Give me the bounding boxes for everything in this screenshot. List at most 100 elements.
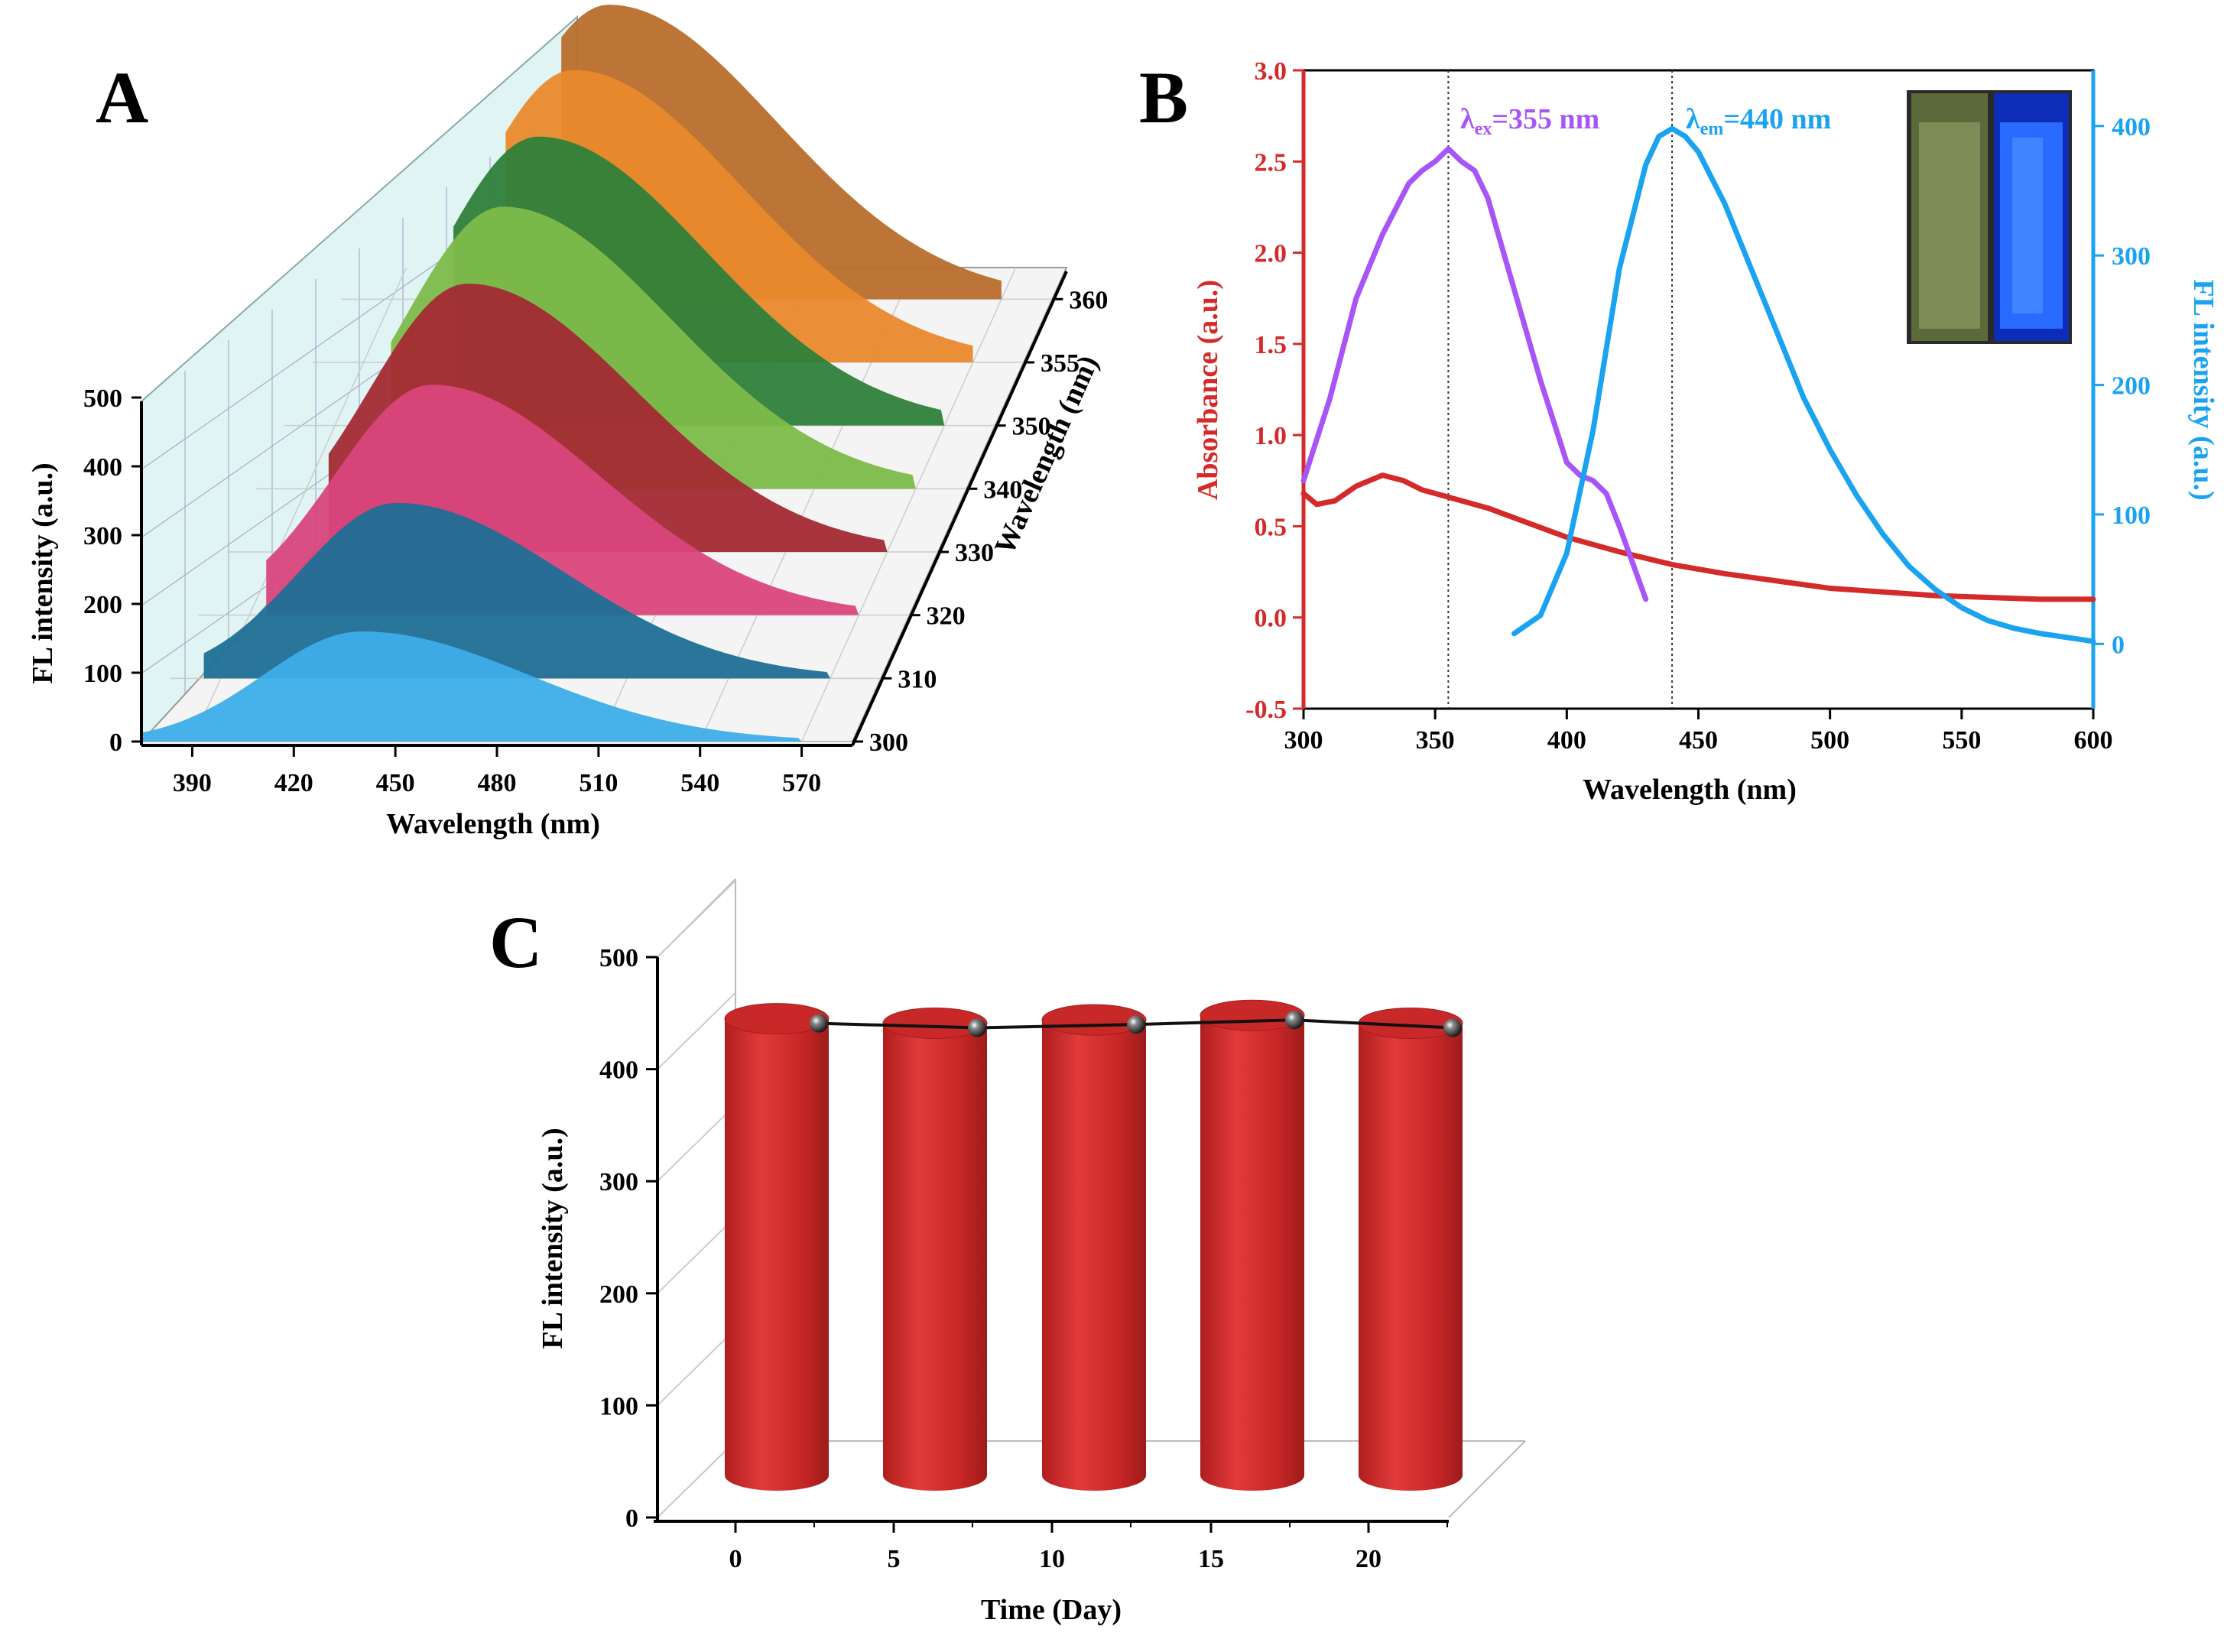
bar-body <box>883 1023 987 1491</box>
data-point-0 <box>810 1014 828 1033</box>
panel-a-z-ticks: 300 310 320 330 340 350 355 360 <box>852 286 1108 757</box>
y-tick-label: 300 <box>83 522 122 550</box>
panel-c-y-ticks: 0 100 200 300 400 500 <box>599 944 657 1533</box>
wall-grid-line <box>657 1440 736 1518</box>
y-tick-label: 100 <box>83 660 122 688</box>
y-tick-label: 1.0 <box>1255 422 1287 450</box>
panel-a: A 0 100 200 300 400 500 390 420 450 480 510 540 570… <box>27 5 1108 840</box>
bar-0 <box>724 1003 830 1491</box>
y-tick-label: 500 <box>83 385 122 413</box>
y-tick-label: 0.0 <box>1255 605 1287 633</box>
z-tick-label: 340 <box>983 475 1022 504</box>
y-tick-label: 1.5 <box>1255 331 1287 359</box>
x-tick-label: 570 <box>782 769 821 797</box>
bar-top <box>724 1003 830 1035</box>
x-tick-label: 600 <box>2074 726 2113 755</box>
x-tick-label: 0 <box>729 1545 742 1573</box>
panel-c-floor-right <box>1448 1440 1526 1518</box>
data-point-10 <box>1127 1015 1145 1034</box>
data-point-5 <box>968 1018 986 1037</box>
x-tick-label: 300 <box>1284 726 1323 755</box>
panel-b-inset-photo <box>1907 90 2072 344</box>
panel-b-y-title: Absorbance (a.u.) <box>1192 280 1224 500</box>
z-tick-label: 330 <box>955 539 994 567</box>
panel-a-spectra <box>141 5 1002 742</box>
spectrum-300 <box>141 631 802 742</box>
x-tick-label: 400 <box>1547 726 1586 755</box>
z-tick-label: 310 <box>898 665 937 693</box>
panel-a-y-ticks: 0 100 200 300 400 500 <box>83 385 141 757</box>
panel-c-bars <box>724 999 1463 1491</box>
x-tick-label: 350 <box>1416 726 1455 755</box>
x-tick-label: 450 <box>376 769 415 797</box>
series-absorbance <box>1300 472 2096 602</box>
wall-grid-line <box>657 880 736 958</box>
panel-c-x-ticks: 0 5 10 15 20 <box>729 1521 1448 1573</box>
data-point-15 <box>1285 1011 1304 1030</box>
wall-grid-line <box>657 992 736 1070</box>
z-tick-label: 320 <box>927 602 966 631</box>
bar-top <box>882 1007 988 1039</box>
y-tick-label: 2.5 <box>1255 148 1287 177</box>
panel-b: B 300 350 400 450 500 550 600 -0.5 0.0 0.5 1.0 1.5… <box>1139 57 2219 806</box>
y-tick-label: 100 <box>599 1392 638 1420</box>
panel-c-trend <box>810 1011 1462 1037</box>
cuvette-uv-glow <box>2012 138 2043 313</box>
y2-tick-label: 300 <box>2112 242 2151 271</box>
y-tick-label: 200 <box>599 1280 638 1309</box>
y-tick-label: 0 <box>625 1504 638 1533</box>
y-tick-label: 400 <box>599 1056 638 1085</box>
panel-a-y-title: FL intensity (a.u.) <box>27 462 59 683</box>
panel-b-x-title: Wavelength (nm) <box>1583 774 1797 806</box>
z-tick-label: 350 <box>1012 413 1051 441</box>
y-tick-label: 300 <box>599 1168 638 1196</box>
panel-b-x-ticks: 300 350 400 450 500 550 600 <box>1284 709 2113 755</box>
panel-b-y2-ticks: 0 100 200 300 400 <box>2093 113 2151 659</box>
floor-grid-line <box>800 267 1017 742</box>
z-tick-label: 300 <box>869 729 908 757</box>
bar-10 <box>1041 1004 1147 1491</box>
panel-c-y-title: FL intensity (a.u.) <box>537 1128 569 1349</box>
y2-tick-label: 0 <box>2112 631 2125 659</box>
y2-tick-label: 100 <box>2112 501 2151 530</box>
wall-grid-line <box>657 1328 736 1407</box>
panel-c-x-title: Time (Day) <box>981 1594 1122 1626</box>
x-tick-label: 15 <box>1198 1545 1224 1573</box>
bar-20 <box>1358 1007 1463 1491</box>
z-tick-label: 355 <box>1041 349 1080 378</box>
y-tick-label: -0.5 <box>1245 696 1287 724</box>
bar-body <box>1359 1023 1463 1491</box>
y-tick-label: 0 <box>109 729 122 757</box>
panel-c-wall-grid <box>657 880 736 1518</box>
bar-5 <box>882 1007 988 1491</box>
x-tick-label: 450 <box>1679 726 1718 755</box>
x-tick-label: 510 <box>579 769 618 797</box>
y-tick-label: 500 <box>599 944 638 972</box>
x-tick-label: 480 <box>478 769 517 797</box>
x-tick-label: 390 <box>173 769 212 797</box>
panel-b-guide-lines <box>1447 70 1674 709</box>
y-tick-label: 0.5 <box>1255 513 1287 541</box>
wall-grid-line <box>657 1216 736 1294</box>
series-emission <box>1511 125 2096 644</box>
x-tick-label: 550 <box>1942 726 1981 755</box>
panel-c-label: C <box>489 901 542 983</box>
x-tick-label: 20 <box>1356 1545 1381 1573</box>
panel-a-z-axis <box>851 271 1068 746</box>
cuvette-daylight-liquid <box>1919 122 1980 329</box>
panel-b-y-ticks: -0.5 0.0 0.5 1.0 1.5 2.0 2.5 3.0 <box>1245 57 1304 724</box>
x-tick-label: 540 <box>680 769 719 797</box>
panel-b-y2-title: FL intensity (a.u.) <box>2187 279 2219 500</box>
z-tick-label: 360 <box>1069 286 1108 314</box>
y2-tick-label: 400 <box>2112 113 2151 141</box>
x-tick-label: 10 <box>1039 1545 1065 1573</box>
y-tick-label: 400 <box>83 453 122 482</box>
annotation-excitation: λex=355 nm <box>1460 103 1599 139</box>
x-tick-label: 420 <box>274 769 313 797</box>
panel-a-x-title: Wavelength (nm) <box>386 808 600 840</box>
data-point-20 <box>1443 1018 1462 1037</box>
y2-tick-label: 200 <box>2112 372 2151 401</box>
x-tick-label: 5 <box>888 1545 901 1573</box>
y-tick-label: 2.0 <box>1255 240 1287 268</box>
